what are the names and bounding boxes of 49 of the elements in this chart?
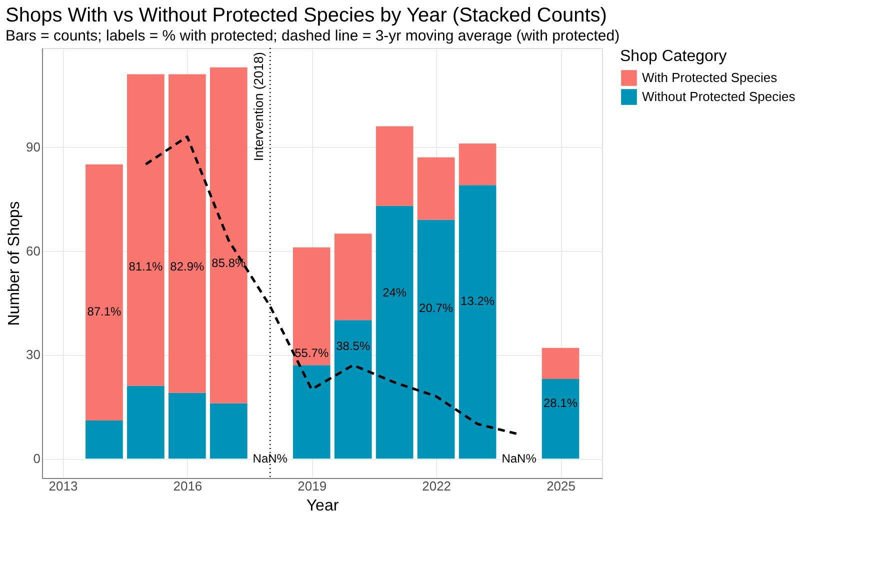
bar [417, 157, 455, 220]
x-tick-label: 2022 [422, 478, 452, 494]
x-tick-label: 2013 [48, 478, 78, 494]
bar [417, 220, 455, 459]
bar [86, 420, 123, 459]
y-tick-label: 90 [26, 140, 40, 155]
bar [542, 348, 580, 379]
annotation: 13.2% [460, 294, 495, 308]
chart-title: Shops With vs Without Protected Species by Year (Stacked Counts) [6, 4, 607, 26]
annotation: 38.5% [336, 339, 370, 354]
annotation: 24% [382, 285, 407, 300]
y-axis-title: Number of Shops [6, 201, 24, 326]
bar [168, 392, 206, 459]
bar [210, 67, 248, 404]
bar [542, 378, 580, 459]
bar [210, 403, 248, 459]
x-axis-title: Year [306, 498, 340, 514]
bar [168, 74, 206, 393]
bar [376, 206, 414, 459]
annotation: 87.1% [87, 304, 122, 318]
annotation: NaN% [502, 452, 537, 466]
annotation: 28.1% [544, 396, 578, 410]
bar [334, 320, 372, 459]
bar [458, 185, 496, 459]
y-tick-label: 30 [26, 347, 40, 362]
bar [458, 144, 496, 186]
bar [292, 247, 330, 366]
annotation: 55.7% [294, 346, 329, 360]
x-tick-label: 2025 [546, 478, 576, 494]
legend-title: Shop Category [620, 48, 727, 65]
annotation: 81.1% [128, 259, 164, 274]
bar [376, 126, 414, 206]
annotation: 82.9% [170, 259, 205, 274]
x-tick-label: 2016 [173, 478, 202, 494]
annotation: 20.7% [419, 301, 454, 316]
chart-subtitle: Bars = counts; labels = % with protected; dashed line = 3-yr moving average (with protected) [6, 27, 620, 44]
legend-label: With Protected Species [642, 70, 778, 85]
bar [127, 386, 164, 459]
annotation: 85.8% [212, 256, 246, 270]
legend-label: Without Protected Species [642, 89, 796, 104]
bar [334, 234, 372, 320]
bar [127, 74, 164, 386]
y-tick-label: 60 [26, 243, 40, 258]
bar [86, 164, 123, 421]
x-tick-label: 2019 [298, 478, 327, 494]
annotation: NaN% [252, 452, 288, 466]
y-tick-label: 0 [33, 451, 40, 466]
bar [292, 365, 330, 459]
ref-line-label: Intervention (2018) [251, 52, 266, 162]
